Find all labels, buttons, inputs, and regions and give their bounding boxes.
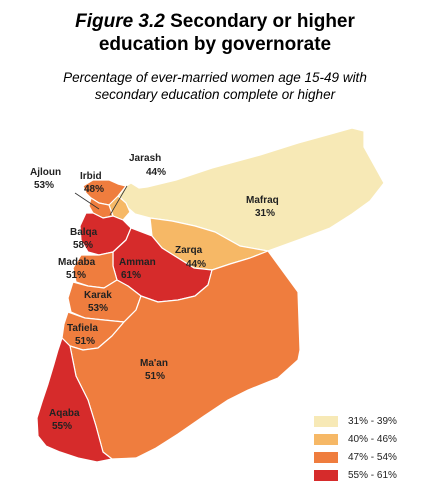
label-jarash-value: 44% — [146, 167, 166, 178]
label-mafraq-name: Mafraq — [246, 195, 279, 206]
label-irbid-name: Irbid — [80, 171, 102, 182]
label-amman-value: 61% — [121, 270, 141, 281]
legend-swatch — [314, 470, 338, 481]
legend-swatch — [314, 434, 338, 445]
label-aqaba-name: Aqaba — [49, 408, 80, 419]
label-madaba-name: Madaba — [58, 257, 96, 268]
map-legend: 31% - 39% 40% - 46% 47% - 54% 55% - 61% — [314, 412, 397, 484]
label-karak-value: 53% — [88, 303, 108, 314]
legend-label: 31% - 39% — [348, 416, 397, 427]
label-tafiela-value: 51% — [75, 336, 95, 347]
label-tafiela-name: Tafiela — [67, 323, 98, 334]
label-jarash-name: Jarash — [129, 153, 161, 164]
label-madaba-value: 51% — [66, 270, 86, 281]
legend-label: 55% - 61% — [348, 470, 397, 481]
label-irbid-value: 48% — [84, 184, 104, 195]
legend-item: 40% - 46% — [314, 430, 397, 448]
legend-swatch — [314, 416, 338, 427]
legend-item: 31% - 39% — [314, 412, 397, 430]
label-ajloun-value: 53% — [34, 180, 54, 191]
label-maan-name: Ma'an — [140, 358, 168, 369]
label-balqa-value: 58% — [73, 240, 93, 251]
label-zarqa-value: 44% — [186, 259, 206, 270]
label-zarqa-name: Zarqa — [175, 245, 203, 256]
legend-swatch — [314, 452, 338, 463]
label-amman-name: Amman — [119, 257, 156, 268]
legend-item: 47% - 54% — [314, 448, 397, 466]
label-ajloun-name: Ajloun — [30, 167, 61, 178]
label-balqa-name: Balqa — [70, 227, 98, 238]
label-karak-name: Karak — [84, 290, 112, 301]
label-mafraq-value: 31% — [255, 208, 275, 219]
legend-label: 40% - 46% — [348, 434, 397, 445]
legend-item: 55% - 61% — [314, 466, 397, 484]
legend-label: 47% - 54% — [348, 452, 397, 463]
label-aqaba-value: 55% — [52, 421, 72, 432]
label-maan-value: 51% — [145, 371, 165, 382]
